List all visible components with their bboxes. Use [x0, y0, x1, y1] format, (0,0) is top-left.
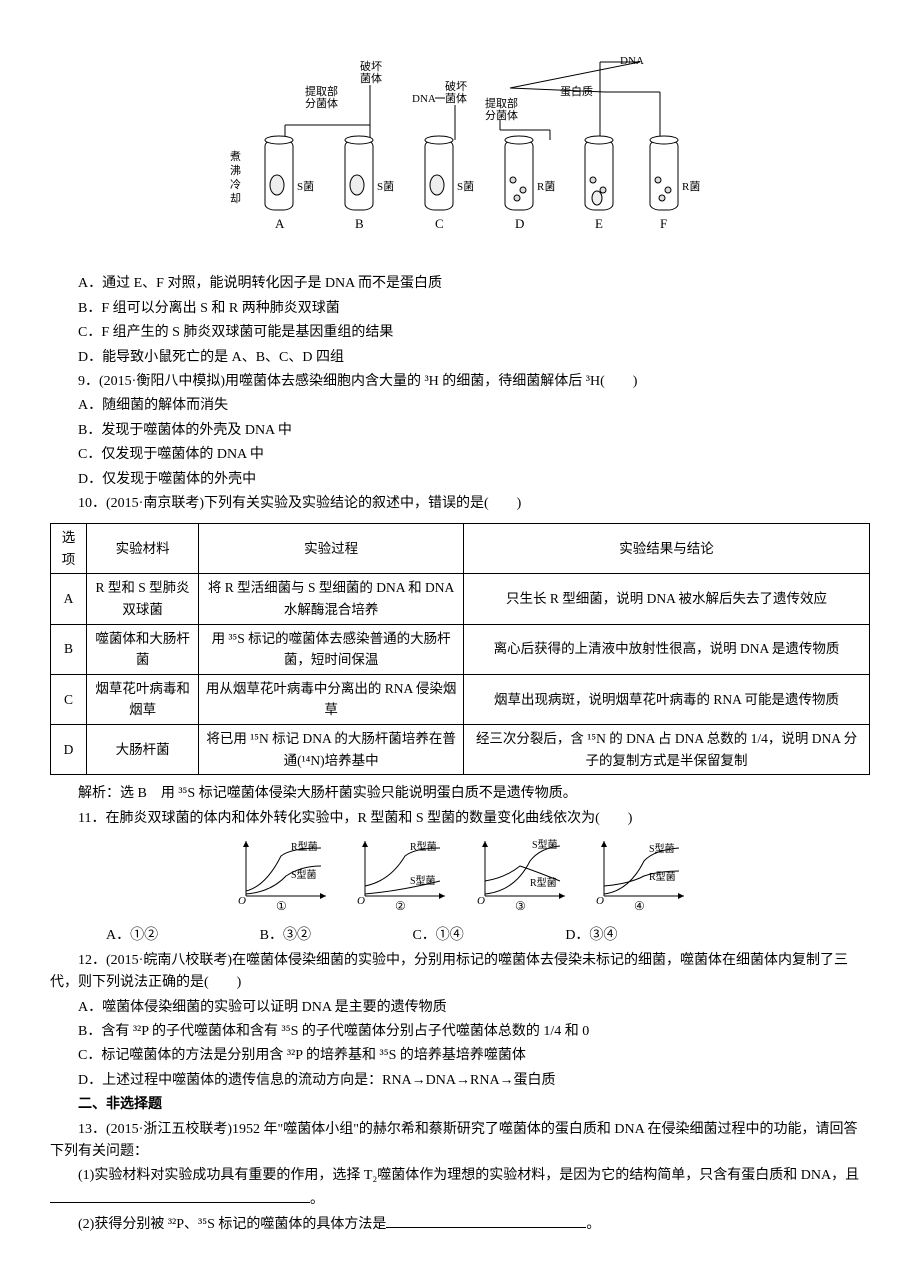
q12-opt-d: D．上述过程中噬菌体的遗传信息的流动方向是：RNA→DNA→RNA→蛋白质: [50, 1070, 870, 1092]
q12-opt-a: A．噬菌体侵染细菌的实验可以证明 DNA 是主要的遗传物质: [50, 997, 870, 1019]
tube-group: S菌 A S菌 B S菌 C R菌 D: [265, 136, 700, 231]
svg-text:O: O: [596, 895, 604, 907]
tube-diagram-svg: DNA 蛋白质 破坏 菌体 破坏 菌体 DNA 提取部 分菌体 提取部 分菌体 …: [210, 50, 710, 250]
q13-stem: 13．(2015·浙江五校联考)1952 年"噬菌体小组"的赫尔希和蔡斯研究了噬…: [50, 1119, 870, 1164]
svg-text:R型菌: R型菌: [649, 870, 676, 883]
svg-text:S型菌: S型菌: [649, 842, 675, 855]
q12-opt-b: B．含有 ³²P 的子代噬菌体和含有 ³⁵S 的子代噬菌体分别占子代噬菌体总数的…: [50, 1021, 870, 1043]
svg-text:D: D: [515, 216, 524, 231]
broken-label-2b: 菌体: [445, 91, 467, 105]
svg-text:却: 却: [230, 192, 241, 205]
blank-field[interactable]: [386, 1213, 586, 1228]
svg-text:R型菌: R型菌: [410, 840, 437, 853]
curve-4: S型菌 R型菌 O ④: [589, 836, 689, 919]
q10-analysis: 解析：选 B 用 ³⁵S 标记噬菌体侵染大肠杆菌实验只能说明蛋白质不是遗传物质。: [50, 783, 870, 805]
curve-1: R型菌 S型菌 O ①: [231, 836, 331, 919]
q8-opt-d: D．能导致小鼠死亡的是 A、B、C、D 四组: [50, 347, 870, 369]
svg-text:R菌: R菌: [682, 180, 700, 193]
q11-opts: A．①② B．③② C．①④ D．③④: [50, 925, 870, 947]
q11-curves: R型菌 S型菌 O ① R型菌 S型菌 O ② S型菌 R型: [50, 836, 870, 919]
q13-sub2-text: (2)获得分别被 ³²P、³⁵S 标记的噬菌体的具体方法是: [78, 1217, 386, 1232]
q10-table: 选项 实验材料 实验过程 实验结果与结论 A R 型和 S 型肺炎双球菌 将 R…: [50, 523, 870, 775]
boil-label: 煮: [230, 150, 241, 163]
q8-opt-b: B．F 组可以分离出 S 和 R 两种肺炎双球菌: [50, 298, 870, 320]
curve-3: S型菌 R型菌 O ③: [470, 836, 570, 919]
extract-label-1b: 分菌体: [305, 96, 338, 110]
q8-opt-a: A．通过 E、F 对照，能说明转化因子是 DNA 而不是蛋白质: [50, 273, 870, 295]
q13-sub1-end: 。: [310, 1192, 324, 1207]
broken-label-2: 破坏: [445, 79, 467, 93]
svg-text:S菌: S菌: [297, 180, 314, 193]
q13-sub1: (1)实验材料对实验成功具有重要的作用，选择 T₂噬菌体作为理想的实验材料，是因…: [50, 1165, 870, 1211]
q9-opt-b: B．发现于噬菌体的外壳及 DNA 中: [50, 420, 870, 442]
svg-text:沸: 沸: [230, 164, 241, 177]
svg-text:R型菌: R型菌: [291, 840, 318, 853]
svg-text:O: O: [238, 895, 246, 907]
q11-stem: 11．在肺炎双球菌的体内和体外转化实验中，R 型菌和 S 型菌的数量变化曲线依次…: [50, 808, 870, 830]
svg-text:C: C: [435, 216, 444, 231]
svg-text:O: O: [357, 895, 365, 907]
dna-mid-label: DNA: [412, 93, 436, 105]
svg-text:④: ④: [634, 899, 645, 911]
q11-opt-a: A．①②: [78, 925, 158, 947]
q9-stem: 9．(2015·衡阳八中模拟)用噬菌体去感染细胞内含大量的 ³H 的细菌，待细菌…: [50, 371, 870, 393]
broken-label-1: 破坏: [360, 59, 382, 73]
broken-label-1b: 菌体: [360, 71, 382, 85]
q12-opt-c: C．标记噬菌体的方法是分别用含 ³²P 的培养基和 ³⁵S 的培养基培养噬菌体: [50, 1045, 870, 1067]
svg-text:E: E: [595, 216, 603, 231]
extract-label-1: 提取部: [305, 84, 338, 98]
svg-text:S型菌: S型菌: [410, 874, 436, 887]
table-row: B 噬菌体和大肠杆菌 用 ³⁵S 标记的噬菌体去感染普通的大肠杆菌，短时间保温 …: [51, 624, 870, 674]
q9-opt-a: A．随细菌的解体而消失: [50, 395, 870, 417]
svg-text:S菌: S菌: [377, 180, 394, 193]
curve-2: R型菌 S型菌 O ②: [350, 836, 450, 919]
extract-label-2b: 分菌体: [485, 108, 518, 122]
svg-text:冷: 冷: [230, 178, 241, 191]
experiment-diagram: DNA 蛋白质 破坏 菌体 破坏 菌体 DNA 提取部 分菌体 提取部 分菌体 …: [50, 50, 870, 258]
q11-opt-b: B．③②: [232, 925, 311, 947]
q8-opt-c: C．F 组产生的 S 肺炎双球菌可能是基因重组的结果: [50, 322, 870, 344]
svg-text:①: ①: [276, 899, 287, 911]
table-row: D 大肠杆菌 将已用 ¹⁵N 标记 DNA 的大肠杆菌培养在普通(¹⁴N)培养基…: [51, 725, 870, 775]
svg-text:F: F: [660, 216, 667, 231]
svg-text:S型菌: S型菌: [291, 868, 317, 881]
table-row: C 烟草花叶病毒和烟草 用从烟草花叶病毒中分离出的 RNA 侵染烟草 烟草出现病…: [51, 674, 870, 724]
q12-stem: 12．(2015·皖南八校联考)在噬菌体侵染细菌的实验中，分别用标记的噬菌体去侵…: [50, 950, 870, 995]
q10-h0: 选项: [51, 524, 87, 574]
svg-text:O: O: [477, 895, 485, 907]
blank-field[interactable]: [50, 1188, 310, 1203]
svg-text:R菌: R菌: [537, 180, 555, 193]
q13-sub2: (2)获得分别被 ³²P、³⁵S 标记的噬菌体的具体方法是 。: [50, 1213, 870, 1236]
svg-text:A: A: [275, 216, 285, 231]
svg-text:S型菌: S型菌: [532, 838, 558, 851]
q10-h3: 实验结果与结论: [464, 524, 870, 574]
svg-text:R型菌: R型菌: [530, 876, 557, 889]
table-row: A R 型和 S 型肺炎双球菌 将 R 型活细菌与 S 型细菌的 DNA 和 D…: [51, 574, 870, 624]
q10-h2: 实验过程: [199, 524, 464, 574]
svg-text:B: B: [355, 216, 364, 231]
q10-stem: 10．(2015·南京联考)下列有关实验及实验结论的叙述中，错误的是( ): [50, 493, 870, 515]
q11-opt-c: C．①④: [384, 925, 463, 947]
q13-sub2-end: 。: [586, 1217, 600, 1232]
q13-sub1-text: (1)实验材料对实验成功具有重要的作用，选择 T₂噬菌体作为理想的实验材料，是因…: [78, 1168, 859, 1183]
q11-opt-d: D．③④: [537, 925, 617, 947]
q10-h1: 实验材料: [87, 524, 199, 574]
q9-opt-c: C．仅发现于噬菌体的 DNA 中: [50, 444, 870, 466]
q9-opt-d: D．仅发现于噬菌体的外壳中: [50, 469, 870, 491]
svg-text:③: ③: [515, 899, 526, 911]
section-2-title: 二、非选择题: [50, 1094, 870, 1116]
svg-text:②: ②: [395, 899, 406, 911]
svg-text:S菌: S菌: [457, 180, 474, 193]
extract-label-2: 提取部: [485, 96, 518, 110]
